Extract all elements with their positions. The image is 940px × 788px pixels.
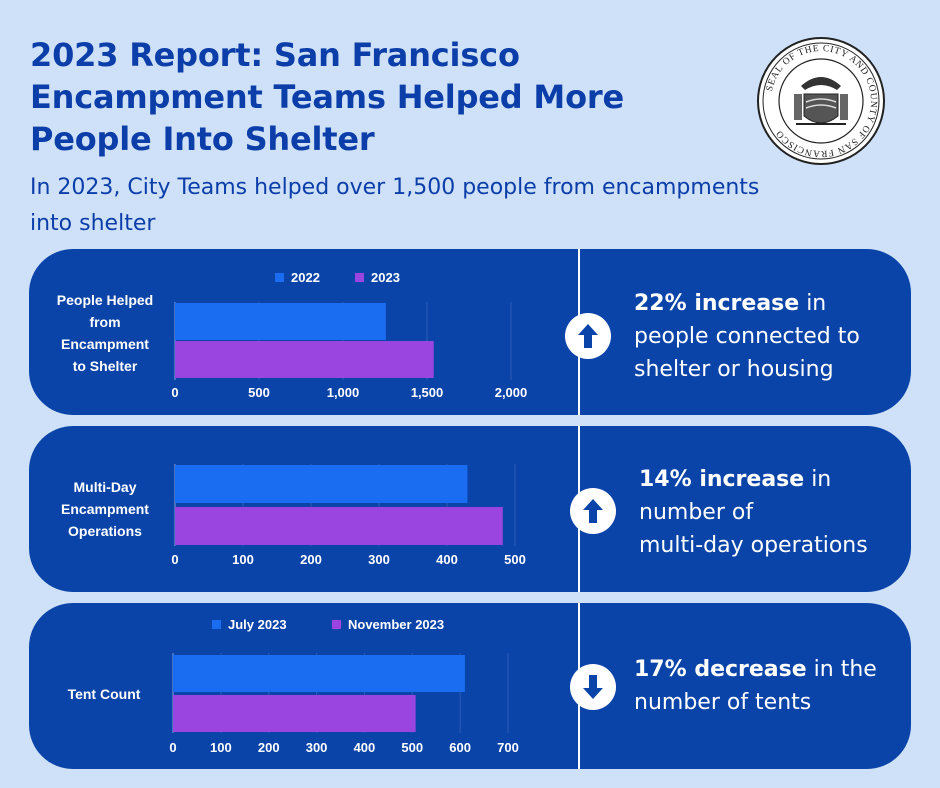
category-label: to Shelter <box>73 358 138 374</box>
legend-label: 2023 <box>371 270 400 285</box>
x-tick-label: 500 <box>504 552 526 567</box>
legend-label: 2022 <box>291 270 320 285</box>
category-label: Operations <box>68 523 142 539</box>
stat-text: multi-day operations <box>639 533 868 558</box>
category-label: Multi-Day <box>74 479 137 495</box>
bar-series-1 <box>173 655 465 692</box>
bar-series-2 <box>175 507 503 545</box>
legend-label: July 2023 <box>228 617 287 632</box>
x-tick-label: 0 <box>171 552 178 567</box>
stat-text: number of tents <box>634 690 812 715</box>
stat-multi-day-operations: 14% increase in number of multi-day oper… <box>639 463 909 562</box>
x-tick-label: 200 <box>300 552 322 567</box>
city-seal-logo: SEAL OF THE CITY AND COUNTY OF SAN FRANC… <box>757 37 885 165</box>
x-tick-label: 500 <box>248 385 270 400</box>
stat-bold: 14% increase <box>639 467 805 492</box>
panel-tent-count: 0 100 200 300 400 500 600 700 Tent Count July 202… <box>29 603 911 769</box>
x-tick-label: 300 <box>306 740 328 755</box>
x-tick-label: 100 <box>210 740 232 755</box>
chart-multi-day-operations: 0 100 200 300 400 500 Multi-Day Encampment Opera… <box>61 464 526 567</box>
bar-series-1 <box>175 465 468 503</box>
bar-series-1 <box>175 303 386 340</box>
stat-bold: 22% increase <box>634 291 800 316</box>
legend-swatch <box>332 620 341 629</box>
x-tick-label: 1,000 <box>327 385 360 400</box>
page-title: 2023 Report: San Francisco Encampment Te… <box>30 36 624 158</box>
chart-people-helped: 0 500 1,000 1,500 2,000 People Helped from Enca… <box>57 270 528 400</box>
legend-label: November 2023 <box>348 617 444 632</box>
category-label: Encampment <box>61 336 149 352</box>
x-tick-label: 400 <box>436 552 458 567</box>
stat-tent-count: 17% decrease in the number of tents <box>634 653 904 719</box>
x-tick-label: 100 <box>232 552 254 567</box>
x-tick-label: 600 <box>449 740 471 755</box>
legend-swatch <box>355 273 364 282</box>
panel-multi-day-operations: 0 100 200 300 400 500 Multi-Day Encampment Opera… <box>29 426 911 592</box>
stat-text: number of <box>639 500 754 525</box>
x-tick-label: 0 <box>171 385 178 400</box>
chart-tent-count: 0 100 200 300 400 500 600 700 Tent Count July 202… <box>68 617 519 755</box>
stat-text: shelter or housing <box>634 357 834 382</box>
arrow-up-icon <box>565 313 611 359</box>
x-tick-label: 1,500 <box>411 385 444 400</box>
stat-text: in the <box>806 657 877 682</box>
x-tick-label: 300 <box>368 552 390 567</box>
x-tick-label: 400 <box>354 740 376 755</box>
category-label: Tent Count <box>68 686 141 702</box>
stat-text: people connected to <box>634 324 860 349</box>
arrow-up-icon <box>570 488 616 534</box>
category-label: People Helped <box>57 292 153 308</box>
x-tick-label: 200 <box>258 740 280 755</box>
stat-people-helped: 22% increase in people connected to shel… <box>634 287 904 386</box>
x-tick-label: 500 <box>401 740 423 755</box>
bar-series-2 <box>175 341 434 378</box>
x-tick-label: 0 <box>169 740 176 755</box>
stat-text: in <box>799 291 827 316</box>
stat-text: in <box>804 467 832 492</box>
bar-series-2 <box>173 695 416 732</box>
category-label: Encampment <box>61 501 149 517</box>
x-tick-label: 700 <box>497 740 519 755</box>
x-tick-label: 2,000 <box>495 385 528 400</box>
stat-bold: 17% decrease <box>634 657 807 682</box>
arrow-down-icon <box>570 664 616 710</box>
category-label: from <box>89 314 120 330</box>
panel-people-helped: 0 500 1,000 1,500 2,000 People Helped from Enca… <box>29 249 911 415</box>
legend-swatch <box>212 620 221 629</box>
page-subtitle: In 2023, City Teams helped over 1,500 pe… <box>30 175 760 236</box>
legend-swatch <box>275 273 284 282</box>
